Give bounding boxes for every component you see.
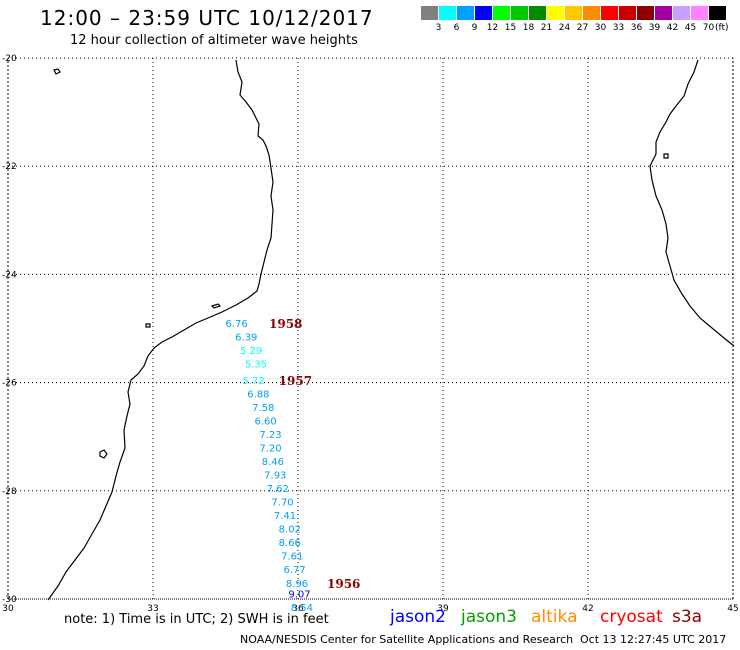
legend-label-24: 24 (558, 23, 571, 33)
island-3 (99, 449, 108, 459)
legend-swatch-4 (493, 6, 510, 20)
lat-tick-label: -22 (2, 162, 17, 172)
legend-label-12: 12 (486, 23, 499, 33)
madagascar-coastline (649, 59, 735, 347)
graticule (7, 57, 734, 600)
satellite-jason2: jason2 (390, 607, 446, 627)
legend-swatch-15 (691, 6, 708, 20)
legend-swatch-0 (421, 6, 438, 20)
legend-swatch-16 (709, 6, 726, 20)
legend-label-18: 18 (522, 23, 535, 33)
legend-label-70: 70 (702, 23, 715, 33)
lat-tick-label: -30 (2, 595, 17, 605)
lon-tick-label: 33 (147, 604, 158, 614)
legend-label-27: 27 (576, 23, 589, 33)
pass-time-label: 1957 (279, 374, 312, 388)
legend-label-33: 33 (612, 23, 625, 33)
lat-tick-label: -28 (2, 487, 17, 497)
island-4 (663, 153, 669, 159)
satellite-altika: altika (531, 607, 578, 627)
island-5 (210, 303, 222, 309)
legend-label-21: 21 (540, 23, 553, 33)
coastline (47, 59, 735, 601)
time-labels: 1958 1957 1956 (269, 317, 360, 591)
legend-label-30: 30 (594, 23, 607, 33)
legend-swatch-1 (439, 6, 456, 20)
wave-height-value: 6.88 (247, 389, 269, 400)
legend-swatch-7 (547, 6, 564, 20)
legend-unit: (ft) (715, 23, 729, 33)
island-1 (53, 68, 61, 75)
pass-time-label: 1958 (269, 317, 302, 331)
legend-swatch-10 (601, 6, 618, 20)
wave-height-value: 7.20 (259, 444, 281, 455)
generated-timestamp: Oct 13 12:27:45 UTC 2017 (580, 633, 727, 646)
wave-height-value: 5.35 (245, 360, 267, 371)
legend-swatch-2 (457, 6, 474, 20)
map-frame (7, 57, 734, 600)
wave-height-value: 6.77 (284, 565, 306, 576)
wave-height-value: 8.66 (279, 538, 301, 549)
map-title: 12:00 – 23:59 UTC 10/12/2017 (40, 6, 374, 30)
legend-swatch-6 (529, 6, 546, 20)
wave-observations: 6.76 6.39 5.29 5.35 5.72 6.88 7.58 6.60 7.23 7.20… (226, 319, 314, 614)
axis-labels: 30 33 36 39 42 45 -20 -22 -24 -26 -28 -30 (2, 54, 739, 614)
wave-height-value: 7.58 (252, 403, 274, 414)
wave-height-value: 7.70 (271, 498, 293, 509)
wave-height-value: 8.46 (262, 457, 284, 468)
legend-swatch-3 (475, 6, 492, 20)
legend-swatch-14 (673, 6, 690, 20)
wave-height-value: 5.72 (242, 376, 264, 387)
lon-tick-label: 30 (2, 604, 14, 614)
lat-tick-label: -26 (2, 379, 17, 389)
satellite-s3a: s3a (672, 607, 703, 627)
legend-swatch-12 (637, 6, 654, 20)
wave-height-value: 6.60 (255, 416, 277, 427)
legend-label-15: 15 (504, 23, 517, 33)
wave-height-value: 5.29 (240, 346, 262, 357)
legend-label-45: 45 (684, 23, 697, 33)
lat-tick-label: -24 (2, 270, 17, 280)
legend-swatch-13 (655, 6, 672, 20)
wave-height-value: 9.07 (288, 590, 310, 601)
wave-height-value: 8.02 (279, 525, 301, 536)
wave-height-value: 7.23 (259, 430, 281, 441)
wave-height-value: 7.62 (267, 484, 289, 495)
pass-time-label: 1956 (327, 577, 360, 591)
wave-height-value: 6.39 (235, 333, 257, 344)
satellite-cryosat: cryosat (600, 607, 663, 627)
wave-height-value: 7.61 (281, 552, 303, 563)
satellite-jason3: jason3 (461, 607, 517, 627)
legend-label-3: 3 (435, 23, 442, 33)
legend-label-9: 9 (471, 23, 478, 33)
footnote: note: 1) Time is in UTC; 2) SWH is in fe… (64, 612, 329, 627)
legend-swatch-9 (583, 6, 600, 20)
legend-swatch-11 (619, 6, 636, 20)
lon-tick-label: 36 (292, 604, 304, 614)
legend-swatch-8 (565, 6, 582, 20)
wave-height-value: 8.96 (286, 579, 308, 590)
africa-coastline (47, 59, 274, 601)
lon-tick-label: 42 (582, 604, 593, 614)
wave-height-value: 8.54 (291, 603, 313, 614)
legend-label-6: 6 (453, 23, 460, 33)
legend-label-36: 36 (630, 23, 643, 33)
wave-height-value: 7.41 (274, 511, 296, 522)
island-2 (145, 323, 151, 328)
lon-tick-label: 39 (437, 604, 449, 614)
legend-swatch-5 (511, 6, 528, 20)
agency-credit: NOAA/NESDIS Center for Satellite Applica… (240, 633, 574, 646)
legend-label-42: 42 (666, 23, 679, 33)
legend-label-39: 39 (648, 23, 661, 33)
map-subtitle: 12 hour collection of altimeter wave hei… (70, 33, 358, 48)
lon-tick-label: 45 (727, 604, 738, 614)
lat-tick-label: -20 (2, 54, 17, 64)
wave-height-value: 6.76 (226, 319, 248, 330)
wave-height-value: 7.93 (264, 471, 286, 482)
